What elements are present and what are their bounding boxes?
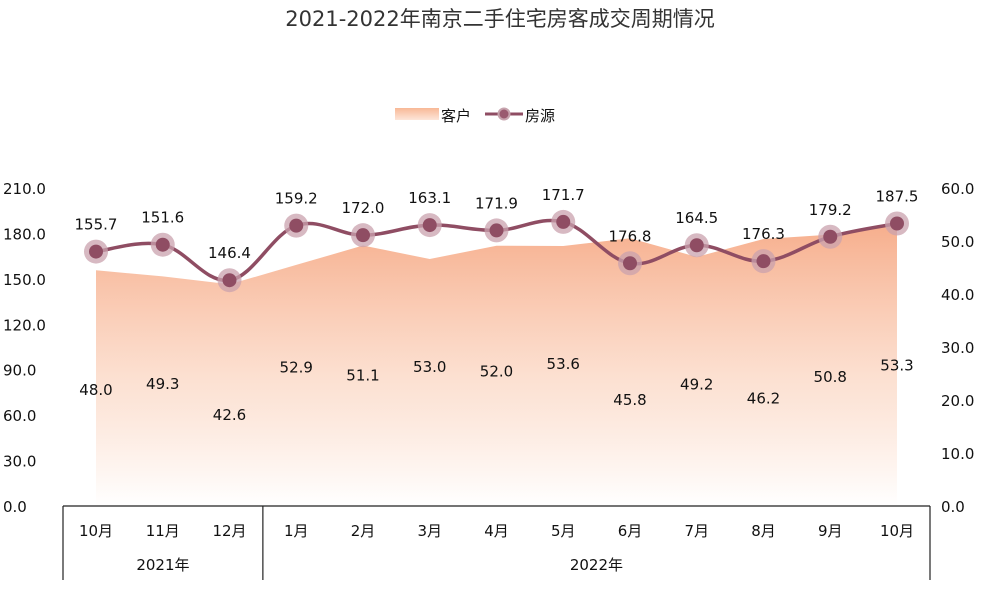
customer-value-label: 172.0 [342,199,385,217]
listing-value-label: 53.6 [547,355,580,373]
listing-value-label: 42.6 [213,406,246,424]
x-tick-label: 2月 [351,522,376,540]
x-tick-label: 8月 [751,522,776,540]
left-tick-label: 90.0 [3,362,36,380]
listing-value-label: 45.8 [613,391,646,409]
x-tick-label: 5月 [551,522,576,540]
listing-value-label: 49.2 [680,375,713,393]
left-tick-label: 60.0 [3,407,36,425]
listing-marker [155,237,170,252]
x-tick-label: 6月 [618,522,643,540]
listing-value-label: 51.1 [346,367,379,385]
legend-label-listing: 房源 [525,107,555,125]
right-tick-label: 60.0 [941,180,974,198]
year-group-label: 2021年 [136,556,189,574]
listing-value-label: 53.0 [413,358,446,376]
customer-value-label: 146.4 [208,244,251,262]
listing-value-label: 46.2 [747,389,780,407]
right-axis: 0.0 10.0 20.0 30.0 40.0 50.0 60.0 [941,180,974,516]
listing-marker [823,229,838,244]
right-tick-label: 30.0 [941,339,974,357]
x-tick-label: 1月 [284,522,309,540]
legend: 客户 房源 [395,107,555,125]
listing-marker [890,216,904,231]
listing-marker [556,214,571,229]
legend-swatch-marker [497,107,511,121]
listing-value-label: 53.3 [880,357,913,375]
x-axis: 10月 11月 12月 1月 2月 3月 4月 5月 6月 7月 8月 9月 10月 2021年 2022年 [62,505,931,580]
listing-value-label: 49.3 [146,375,179,393]
customer-value-label: 171.7 [542,186,585,204]
customer-value-label: 163.1 [408,189,451,207]
listing-marker [422,218,437,233]
listing-marker [689,238,704,253]
left-tick-label: 210.0 [3,180,46,198]
left-tick-label: 120.0 [3,316,46,334]
x-tick-label: 3月 [417,522,442,540]
customer-value-label: 155.7 [75,216,118,234]
x-tick-label: 11月 [146,522,180,540]
customer-value-label: 187.5 [876,188,919,206]
customer-value-label: 179.2 [809,201,852,219]
customer-area [96,222,897,507]
plot-area: 155.7 151.6 146.4 159.2 172.0 163.1 171.9 171.7… [75,186,919,507]
left-axis: 0.0 30.0 60.0 90.0 120.0 150.0 180.0 210.0 [3,180,46,516]
listing-value-label: 52.0 [480,363,513,381]
listing-marker [89,244,103,259]
left-tick-label: 180.0 [3,225,46,243]
year-group-label: 2022年 [570,556,623,574]
customer-value-label: 159.2 [275,190,318,208]
right-tick-label: 20.0 [941,392,974,410]
customer-value-label: 176.3 [742,225,785,243]
listing-marker [222,273,237,288]
x-tick-label: 12月 [212,522,246,540]
x-tick-label: 10月 [79,522,113,540]
listing-marker [623,256,637,271]
right-tick-label: 50.0 [941,233,974,251]
right-tick-label: 40.0 [941,286,974,304]
left-tick-label: 150.0 [3,271,46,289]
x-tick-label: 9月 [818,522,843,540]
chart-title: 2021-2022年南京二手住宅房客成交周期情况 [285,7,714,31]
listing-marker [489,223,504,238]
left-tick-label: 0.0 [3,498,27,516]
legend-swatch-area [395,108,439,120]
listing-value-label: 48.0 [79,381,112,399]
right-tick-label: 10.0 [941,445,974,463]
customer-value-label: 176.8 [609,227,652,245]
listing-value-label: 50.8 [814,368,847,386]
customer-value-label: 151.6 [141,209,184,227]
listing-marker [289,218,304,233]
x-tick-label: 4月 [484,522,509,540]
customer-value-label: 171.9 [475,194,518,212]
right-tick-label: 0.0 [941,498,965,516]
x-tick-label: 10月 [880,522,914,540]
listing-marker [756,254,771,269]
listing-marker [356,228,370,243]
listing-value-label: 52.9 [280,358,313,376]
left-tick-label: 30.0 [3,453,36,471]
legend-label-customer: 客户 [441,107,471,125]
customer-value-label: 164.5 [675,209,718,227]
x-tick-label: 7月 [684,522,709,540]
